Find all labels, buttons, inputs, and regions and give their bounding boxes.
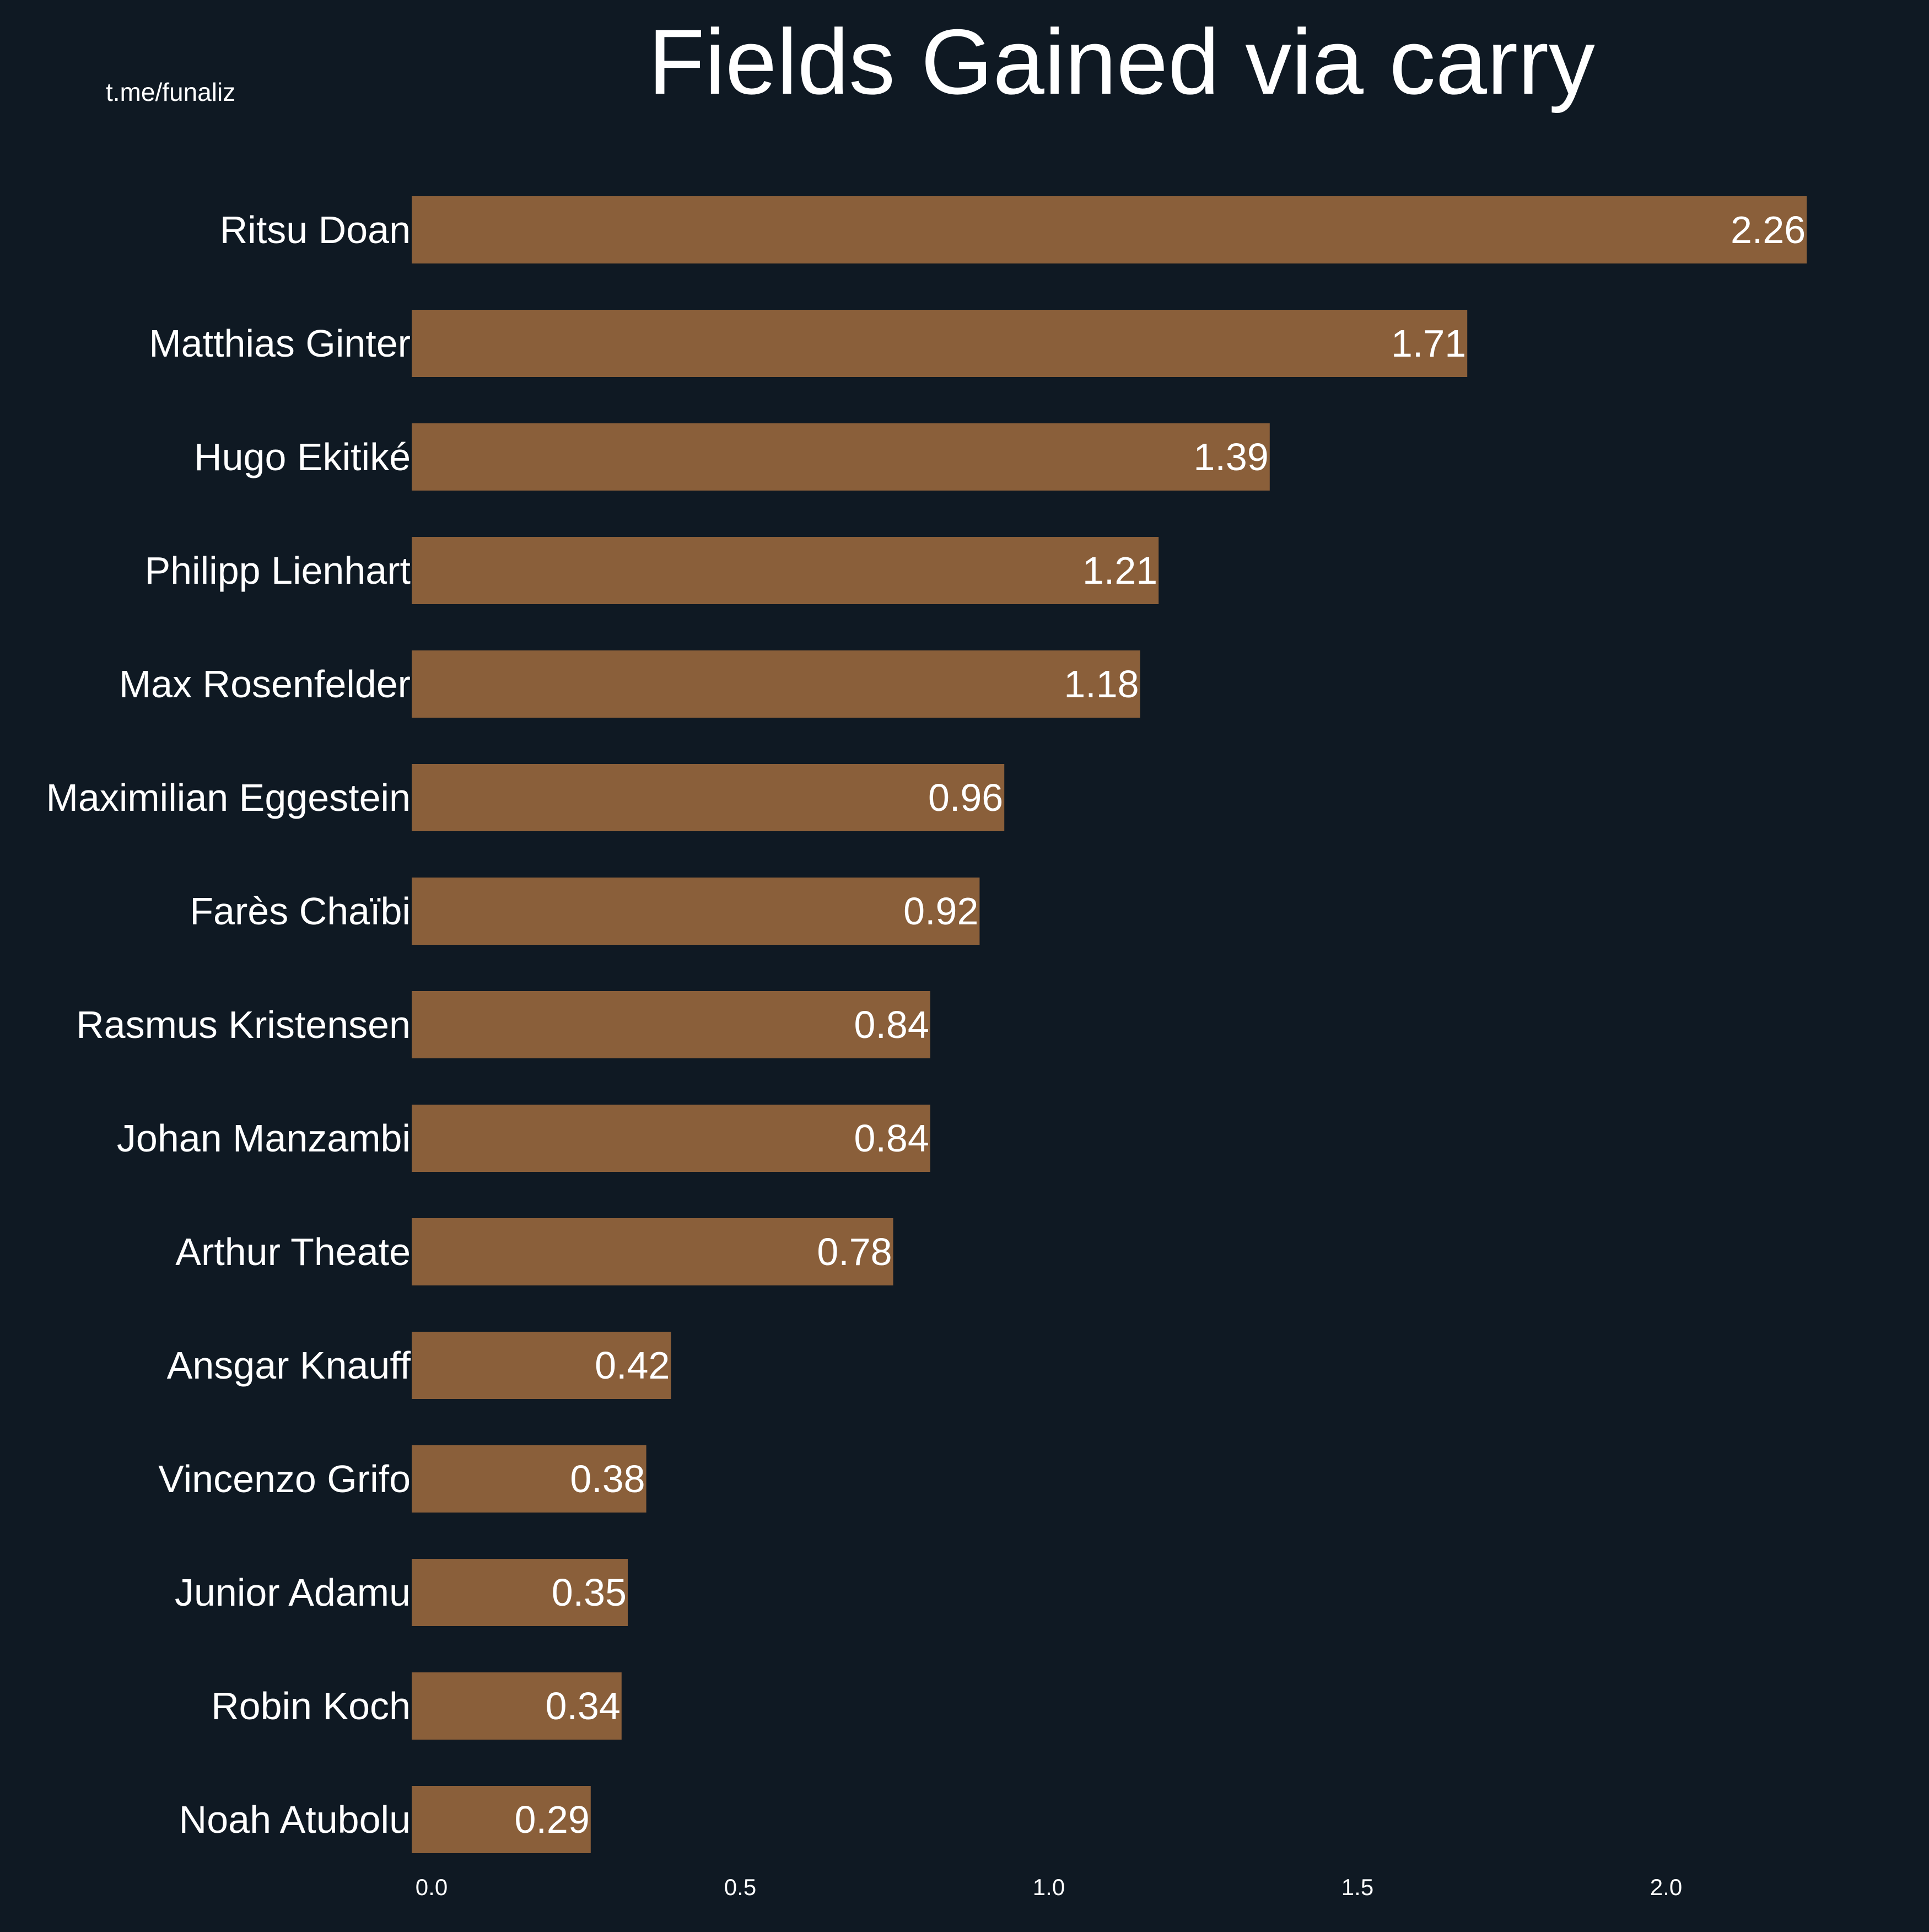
bar — [412, 1786, 591, 1853]
value-label: 0.84 — [854, 1003, 929, 1046]
value-label: 0.34 — [546, 1685, 621, 1728]
bar — [412, 1672, 622, 1740]
category-label: Ansgar Knauff — [167, 1344, 411, 1387]
x-axis-ticks: 0.0 0.5 1.0 1.5 2.0 — [416, 1874, 1682, 1900]
value-label: 1.18 — [1064, 663, 1139, 706]
x-tick-label: 0.5 — [724, 1874, 756, 1900]
category-label: Vincenzo Grifo — [158, 1457, 411, 1500]
value-label: 1.71 — [1391, 322, 1466, 365]
category-label: Rasmus Kristensen — [76, 1003, 411, 1046]
value-labels-group: 2.26 1.71 1.39 1.21 1.18 0.96 0.92 0.84 0.84 0.78… — [515, 208, 1806, 1841]
value-label: 0.42 — [595, 1344, 670, 1387]
category-label: Maximilian Eggestein — [46, 776, 411, 819]
category-label: Ritsu Doan — [220, 208, 411, 251]
category-label: Arthur Theate — [175, 1230, 411, 1273]
bar — [412, 310, 1468, 377]
category-label: Junior Adamu — [175, 1571, 411, 1614]
category-label: Philipp Lienhart — [144, 549, 411, 592]
value-label: 0.84 — [854, 1117, 929, 1160]
bar — [412, 1445, 646, 1513]
value-label: 0.92 — [903, 890, 978, 933]
bar — [412, 764, 1005, 831]
x-tick-label: 1.0 — [1033, 1874, 1065, 1900]
watermark-text: t.me/funaliz — [106, 78, 235, 106]
category-label: Matthias Ginter — [149, 322, 411, 365]
category-label: Hugo Ekitiké — [194, 435, 411, 478]
x-tick-label: 0.0 — [416, 1874, 448, 1900]
category-label: Johan Manzambi — [117, 1117, 411, 1160]
category-label: Farès Chaïbi — [190, 890, 411, 933]
bar — [412, 196, 1807, 263]
bar — [412, 1218, 893, 1285]
category-label: Max Rosenfelder — [119, 663, 411, 706]
chart-title: Fields Gained via carry — [648, 10, 1595, 114]
bars-group — [412, 196, 1807, 1853]
bar — [412, 878, 980, 945]
category-label: Robin Koch — [211, 1685, 411, 1728]
bar — [412, 537, 1159, 604]
value-label: 1.21 — [1082, 549, 1157, 592]
bar — [412, 423, 1270, 491]
value-label: 0.38 — [570, 1457, 645, 1500]
value-label: 0.96 — [928, 776, 1003, 819]
value-label: 0.35 — [552, 1571, 627, 1614]
x-tick-label: 2.0 — [1650, 1874, 1682, 1900]
value-label: 2.26 — [1731, 208, 1806, 251]
category-label: Noah Atubolu — [179, 1798, 411, 1841]
bar — [412, 650, 1140, 718]
x-tick-label: 1.5 — [1341, 1874, 1373, 1900]
value-label: 1.39 — [1194, 435, 1269, 478]
bar — [412, 1332, 671, 1399]
category-labels-group: Ritsu Doan Matthias Ginter Hugo Ekitiké Phi… — [46, 208, 411, 1841]
value-label: 0.78 — [817, 1230, 892, 1273]
bar — [412, 1105, 930, 1172]
value-label: 0.29 — [515, 1798, 590, 1841]
bar — [412, 1559, 628, 1626]
bar — [412, 991, 930, 1058]
